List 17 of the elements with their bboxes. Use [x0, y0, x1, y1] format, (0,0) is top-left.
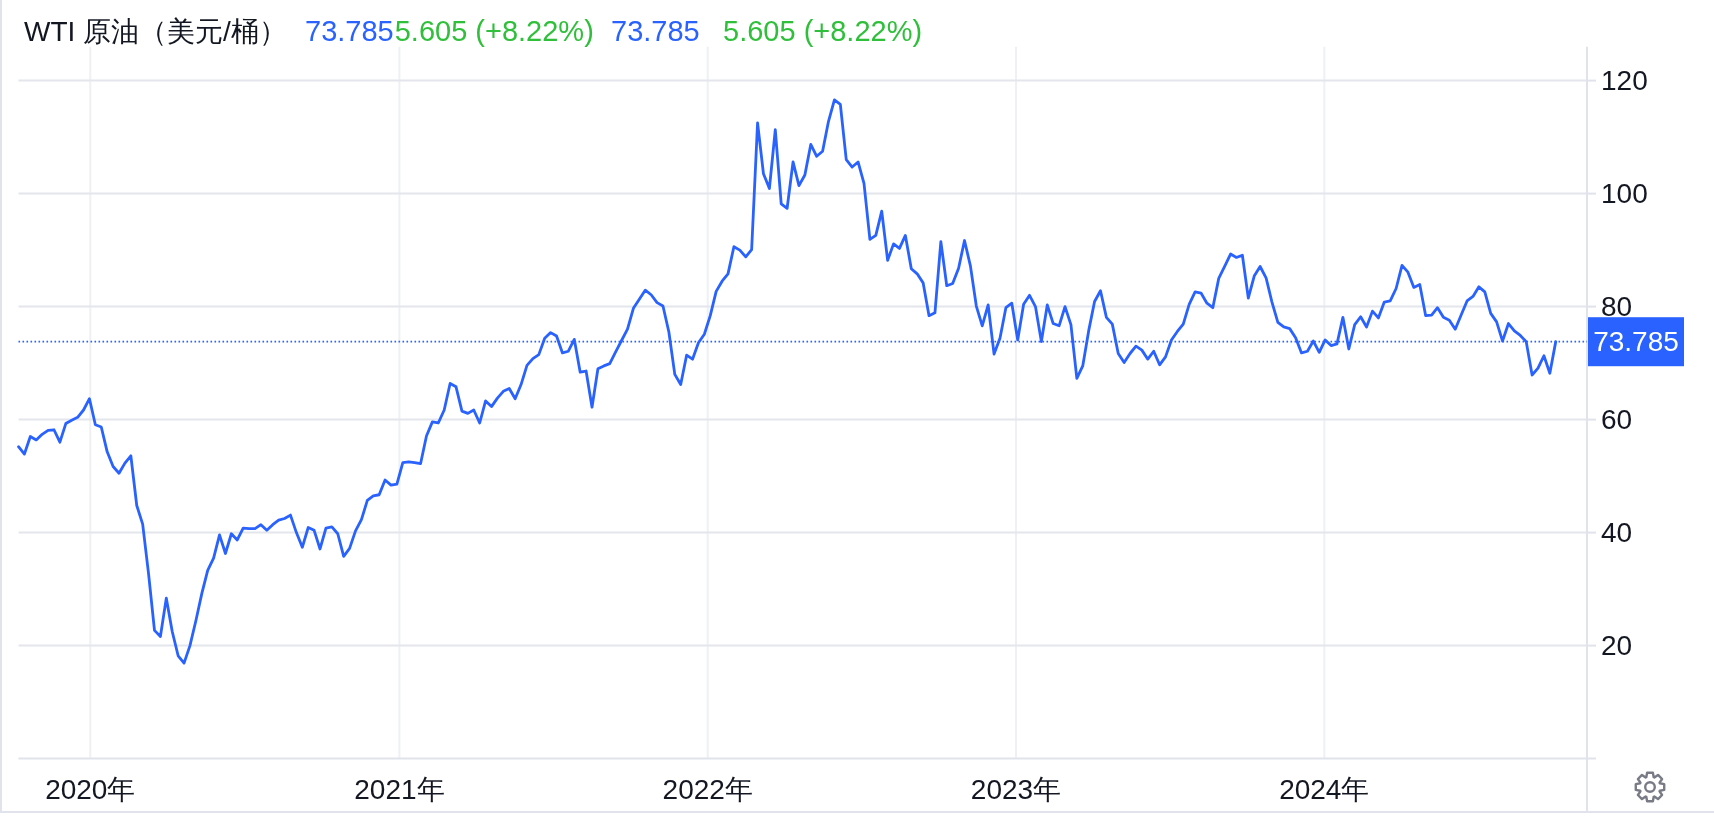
y-tick-label: 40	[1601, 517, 1633, 549]
x-tick-label: 2021年	[354, 773, 445, 805]
y-tick-label: 120	[1601, 65, 1648, 97]
ref-line-label: 73.785	[1588, 317, 1684, 367]
x-tick-label: 2024年	[1279, 773, 1370, 805]
annotation: 5.605 (+8.22%)	[723, 15, 923, 47]
annotation: 73.785	[611, 15, 700, 47]
chart-title: WTI 原油（美元/桶）	[24, 15, 287, 47]
x-tick-label: 2022年	[662, 773, 753, 805]
annotation: 73.785	[305, 15, 394, 47]
ref-line-label: 73.785	[1593, 326, 1679, 358]
y-tick-label: 100	[1601, 178, 1648, 210]
y-tick-label: 20	[1601, 630, 1633, 662]
annotation: 5.605 (+8.22%)	[394, 15, 594, 47]
x-tick-label: 2020年	[45, 773, 136, 805]
y-tick-label: 60	[1601, 404, 1633, 436]
x-tick-label: 2023年	[970, 773, 1062, 805]
